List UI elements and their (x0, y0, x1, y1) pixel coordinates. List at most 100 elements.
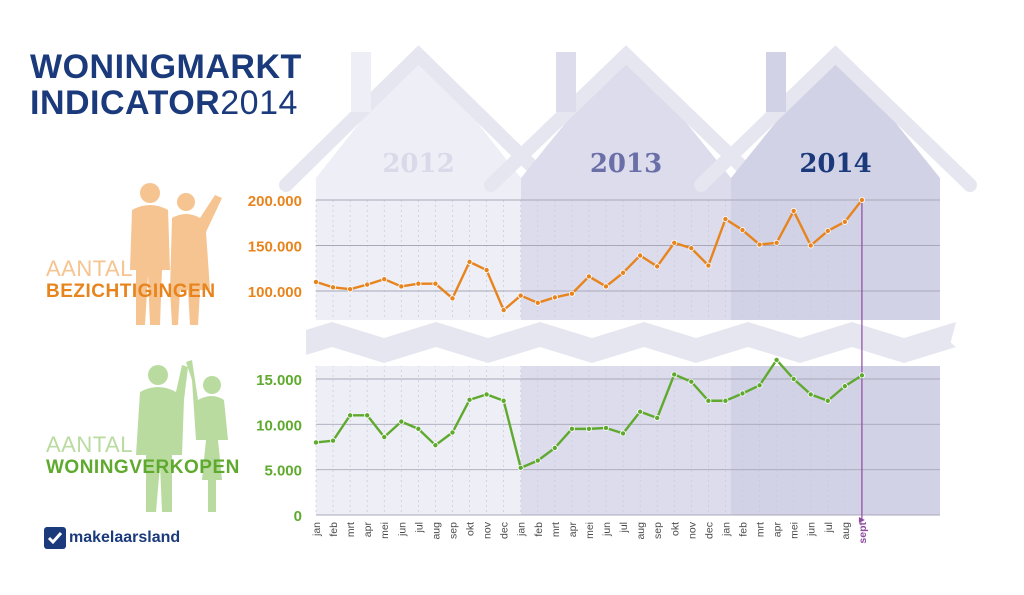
data-point (347, 412, 354, 419)
data-point (415, 425, 422, 432)
data-point (330, 437, 337, 444)
data-point (449, 295, 456, 302)
data-point (620, 269, 627, 276)
viewings-label-bottom: BEZICHTIGINGEN (46, 281, 216, 302)
sales-label-top: AANTAL (46, 432, 133, 457)
x-tick-label: jun (396, 522, 408, 537)
data-point (517, 464, 524, 471)
viewings-label-top: AANTAL (46, 256, 133, 281)
y-tick-label: 10.000 (256, 417, 302, 434)
x-tick-label: aug (430, 522, 442, 540)
makelaarsland-logo: makelaarsland (44, 527, 180, 549)
x-tick-label: aug (635, 522, 647, 540)
x-tick-label: mrt (755, 522, 767, 537)
data-point (381, 276, 388, 283)
data-point (705, 397, 712, 404)
roof-outline (484, 45, 768, 192)
data-point (500, 397, 507, 404)
roof-outline (694, 45, 977, 192)
data-point (432, 442, 439, 449)
data-point (756, 382, 763, 389)
x-tick-label: feb (738, 522, 750, 537)
data-point (415, 280, 422, 287)
x-tick-label: sep (652, 522, 664, 539)
x-tick-label: mei (584, 522, 596, 539)
data-point (790, 375, 797, 382)
data-point (483, 267, 490, 274)
x-tick-label: jun (806, 522, 818, 537)
viewing-couple-icon (130, 183, 222, 325)
data-point (739, 390, 746, 397)
data-point (568, 290, 575, 297)
data-point (432, 280, 439, 287)
data-point (858, 372, 865, 379)
sales-label-bottom: WONINGVERKOPEN (46, 457, 240, 478)
x-tick-label: dec (703, 522, 715, 539)
year-labels: 2012 2013 2014 (382, 149, 871, 179)
title-year: 2014 (220, 84, 298, 122)
data-point (534, 299, 541, 306)
title-bold: INDICATOR (30, 84, 221, 122)
data-point (807, 242, 814, 249)
data-point (398, 283, 405, 290)
break-zig-bottom (306, 342, 956, 363)
roof-outline (279, 45, 558, 192)
data-point (330, 284, 337, 291)
year-label-2012: 2012 (382, 149, 454, 179)
title-line-2: INDICATOR2014 (30, 84, 298, 123)
data-series (312, 196, 865, 471)
break-zig-top (306, 322, 956, 345)
data-point (347, 286, 354, 293)
year-label-2014: 2014 (799, 149, 871, 179)
data-point (688, 245, 695, 252)
data-point (603, 283, 610, 290)
data-point (620, 430, 627, 437)
data-point (534, 457, 541, 464)
x-tick-label: jan (720, 522, 732, 537)
data-point (517, 292, 524, 299)
data-point (790, 207, 797, 214)
x-tick-label: jul (823, 522, 835, 534)
axis-breaks (306, 320, 956, 366)
data-point (364, 281, 371, 288)
chimney (351, 52, 371, 112)
data-point (603, 424, 610, 431)
x-tick-label: feb (328, 522, 340, 537)
data-point (637, 252, 644, 259)
year-label-2013: 2013 (590, 149, 662, 179)
gridlines (315, 199, 940, 516)
data-point (364, 412, 371, 419)
data-point (654, 414, 661, 421)
chimney (766, 52, 786, 112)
x-tick-label: okt (669, 522, 681, 536)
data-point (722, 216, 729, 223)
x-tick-label: mei (789, 522, 801, 539)
x-tick-label: mrt (550, 522, 562, 537)
x-tick-label: jan (311, 522, 323, 537)
data-point (449, 429, 456, 436)
data-point (568, 425, 575, 432)
data-point (841, 383, 848, 390)
people-silhouettes (130, 183, 228, 512)
data-point (551, 444, 558, 451)
data-point (773, 239, 780, 246)
data-point (398, 418, 405, 425)
data-point (671, 371, 678, 378)
data-point (824, 227, 831, 234)
data-point (312, 278, 319, 285)
data-point (466, 258, 473, 265)
data-point (807, 391, 814, 398)
y-tick-labels: 200.000 150.000 100.000 15.000 10.000 5.000 0 (248, 193, 302, 525)
x-tick-label: sept (857, 522, 869, 544)
data-point (739, 227, 746, 234)
current-month-marker (858, 202, 865, 523)
data-point (466, 396, 473, 403)
data-point (841, 218, 848, 225)
data-point (671, 239, 678, 246)
y-tick-label: 100.000 (248, 284, 302, 301)
x-tick-label: nov (686, 521, 698, 539)
data-point (551, 294, 558, 301)
data-point (824, 397, 831, 404)
logo-check-icon (44, 527, 66, 549)
